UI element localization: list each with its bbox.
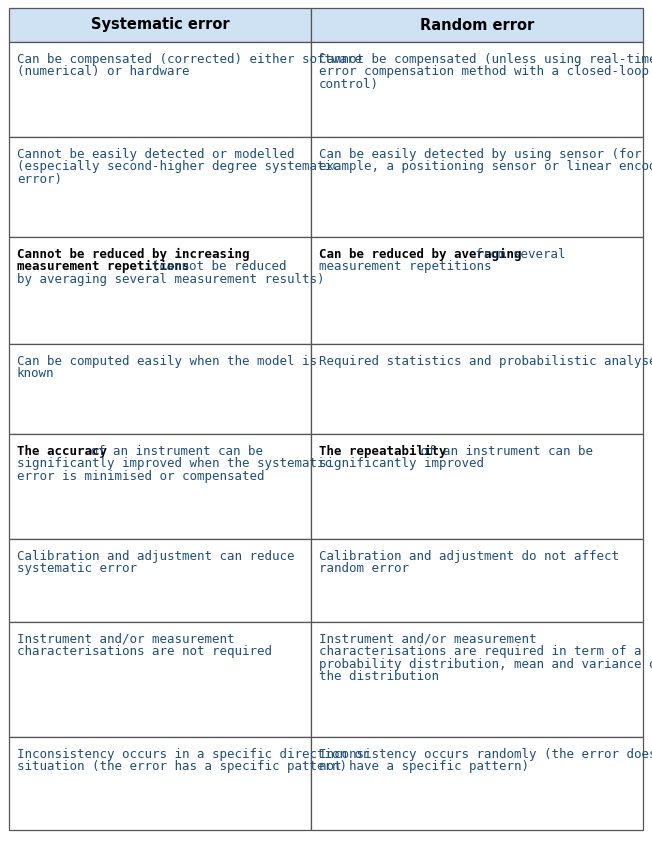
Text: Calibration and adjustment can reduce: Calibration and adjustment can reduce <box>17 550 295 563</box>
Text: situation (the error has a specific pattern): situation (the error has a specific patt… <box>17 761 347 774</box>
Text: systematic error: systematic error <box>17 562 137 575</box>
Text: Instrument and/or measurement: Instrument and/or measurement <box>319 633 537 646</box>
Text: not have a specific pattern): not have a specific pattern) <box>319 761 529 774</box>
Bar <box>311 622 643 737</box>
Text: from several: from several <box>468 248 566 261</box>
Bar <box>311 8 643 42</box>
Bar <box>9 622 311 737</box>
Text: Can be reduced by averaging: Can be reduced by averaging <box>319 248 522 261</box>
Text: significantly improved when the systematic: significantly improved when the systemat… <box>17 458 332 470</box>
Text: The accuracy: The accuracy <box>17 445 107 458</box>
Text: measurement repetitions: measurement repetitions <box>319 261 492 273</box>
Text: Inconsistency occurs in a specific direction or: Inconsistency occurs in a specific direc… <box>17 748 370 761</box>
Bar <box>311 237 643 344</box>
Text: Cannot be easily detected or modelled: Cannot be easily detected or modelled <box>17 148 295 161</box>
Text: Cannot be compensated (unless using real-time: Cannot be compensated (unless using real… <box>319 53 652 66</box>
Bar <box>311 539 643 622</box>
Text: significantly improved: significantly improved <box>319 458 484 470</box>
Text: of an instrument can be: of an instrument can be <box>413 445 593 458</box>
Bar <box>9 8 311 42</box>
Text: Systematic error: Systematic error <box>91 18 230 32</box>
Bar <box>9 42 311 137</box>
Bar <box>311 737 643 830</box>
Bar <box>9 237 311 344</box>
Text: Can be compensated (corrected) either software: Can be compensated (corrected) either so… <box>17 53 362 66</box>
Text: error compensation method with a closed-loop: error compensation method with a closed-… <box>319 66 649 78</box>
Bar <box>9 434 311 539</box>
Text: Cannot be reduced by increasing: Cannot be reduced by increasing <box>17 248 250 261</box>
Text: example, a positioning sensor or linear encoder): example, a positioning sensor or linear … <box>319 160 652 174</box>
Text: control): control) <box>319 78 379 91</box>
Bar <box>9 539 311 622</box>
Text: probability distribution, mean and variance of: probability distribution, mean and varia… <box>319 658 652 671</box>
Bar <box>9 737 311 830</box>
Text: (cannot be reduced: (cannot be reduced <box>144 261 287 273</box>
Text: Random error: Random error <box>420 18 534 32</box>
Bar <box>311 434 643 539</box>
Bar <box>311 42 643 137</box>
Text: measurement repetitions: measurement repetitions <box>17 261 190 273</box>
Text: (especially second-higher degree systematic: (especially second-higher degree systema… <box>17 160 340 174</box>
Text: Calibration and adjustment do not affect: Calibration and adjustment do not affect <box>319 550 619 563</box>
Text: Required statistics and probabilistic analyses: Required statistics and probabilistic an… <box>319 355 652 368</box>
Bar <box>311 344 643 434</box>
Text: Instrument and/or measurement: Instrument and/or measurement <box>17 633 235 646</box>
Text: Inconsistency occurs randomly (the error does: Inconsistency occurs randomly (the error… <box>319 748 652 761</box>
Text: by averaging several measurement results): by averaging several measurement results… <box>17 273 325 285</box>
Text: known: known <box>17 367 55 381</box>
Text: characterisations are not required: characterisations are not required <box>17 646 272 659</box>
Text: (numerical) or hardware: (numerical) or hardware <box>17 66 190 78</box>
Text: Can be easily detected by using sensor (for: Can be easily detected by using sensor (… <box>319 148 642 161</box>
Text: the distribution: the distribution <box>319 671 439 683</box>
Text: of an instrument can be: of an instrument can be <box>83 445 263 458</box>
Text: characterisations are required in term of a: characterisations are required in term o… <box>319 646 642 659</box>
Text: Can be computed easily when the model is: Can be computed easily when the model is <box>17 355 317 368</box>
Bar <box>9 344 311 434</box>
Bar <box>311 137 643 237</box>
Bar <box>9 137 311 237</box>
Text: random error: random error <box>319 562 409 575</box>
Text: The repeatability: The repeatability <box>319 445 447 458</box>
Text: error is minimised or compensated: error is minimised or compensated <box>17 469 265 483</box>
Text: error): error) <box>17 173 62 186</box>
